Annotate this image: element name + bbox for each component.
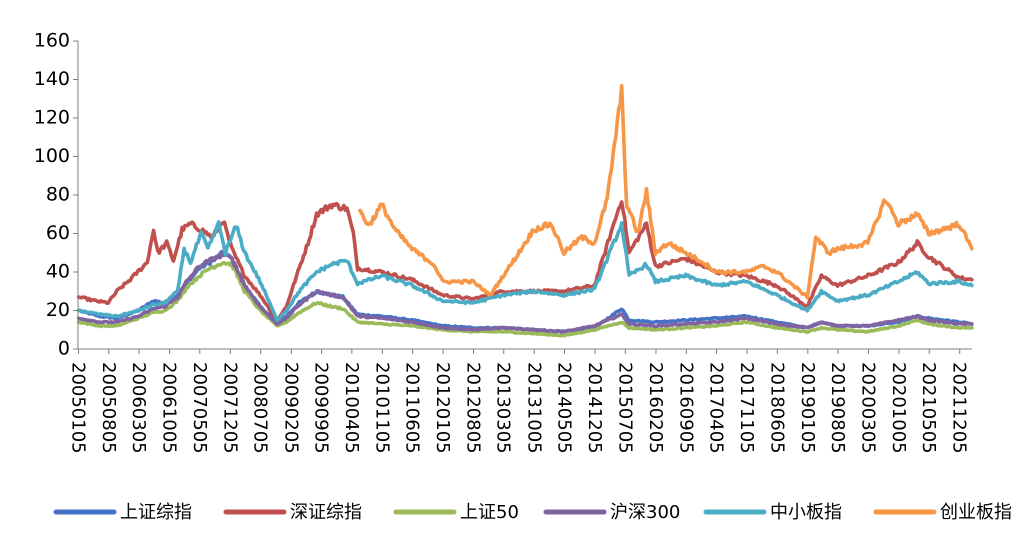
x-tick-label: 20131005 [523, 362, 544, 454]
x-tick-label: 20150705 [614, 362, 635, 454]
x-tick-label: 20190805 [827, 362, 848, 454]
x-tick-label: 20080705 [250, 362, 271, 454]
x-tick-label: 20140505 [554, 362, 575, 454]
x-tick-label: 20071205 [219, 362, 240, 454]
series-lines [76, 84, 974, 338]
x-tick-label: 20171105 [736, 362, 757, 454]
x-tick-label: 20110605 [402, 362, 423, 454]
x-tick-label: 20130305 [493, 362, 514, 454]
x-tick-label: 20090205 [280, 362, 301, 454]
x-tick-label: 20100405 [341, 362, 362, 454]
x-tick-label: 20160905 [675, 362, 696, 454]
x-tick-label: 20050105 [68, 362, 89, 454]
legend: 上证综指 深证综指 上证50 沪深300 中小板指 创业板指 [53, 502, 1012, 523]
series-line-中小板指 [76, 220, 974, 323]
y-tick-label: 20 [46, 299, 70, 321]
series-line-上证50 [76, 261, 974, 338]
x-tick-label: 20070505 [189, 362, 210, 454]
y-tick-label: 100 [34, 145, 70, 167]
series-line-创业板指 [358, 84, 974, 300]
x-tick-label: 20160205 [645, 362, 666, 454]
x-tick-label: 20201005 [888, 362, 909, 454]
legend-label: 创业板指 [940, 502, 1012, 523]
y-tick-label: 120 [34, 107, 70, 129]
x-tick-label: 20210505 [918, 362, 939, 454]
x-tick-label: 20190105 [797, 362, 818, 454]
y-tick-label: 60 [46, 222, 70, 244]
x-tick-label: 20211205 [949, 362, 970, 454]
legend-label: 中小板指 [770, 502, 842, 523]
y-tick-label: 160 [34, 30, 70, 52]
x-tick-label: 20090905 [311, 362, 332, 454]
y-tick-label: 40 [46, 261, 70, 283]
legend-label: 上证50 [460, 502, 519, 523]
legend-label: 沪深300 [610, 502, 680, 523]
y-tick-label: 140 [34, 68, 70, 90]
x-tick-label: 20170405 [706, 362, 727, 454]
legend-label: 深证综指 [290, 502, 362, 523]
x-tick-label: 20141205 [584, 362, 605, 454]
legend-label: 上证综指 [120, 502, 192, 523]
x-axis-ticks: 20050105 20050805 20060305 20061005 20070505… [68, 349, 970, 454]
x-tick-label: 20101105 [371, 362, 392, 454]
x-tick-label: 20050805 [98, 362, 119, 454]
x-tick-label: 20120105 [432, 362, 453, 454]
x-tick-label: 20200305 [857, 362, 878, 454]
y-axis-ticks: 0 20 40 60 80 100 120 140 160 [34, 30, 78, 360]
x-tick-label: 20060305 [128, 362, 149, 454]
x-tick-label: 20061005 [159, 362, 180, 454]
x-tick-label: 20180605 [766, 362, 787, 454]
x-tick-label: 20120805 [463, 362, 484, 454]
y-tick-label: 0 [58, 338, 70, 360]
y-tick-label: 80 [46, 184, 70, 206]
